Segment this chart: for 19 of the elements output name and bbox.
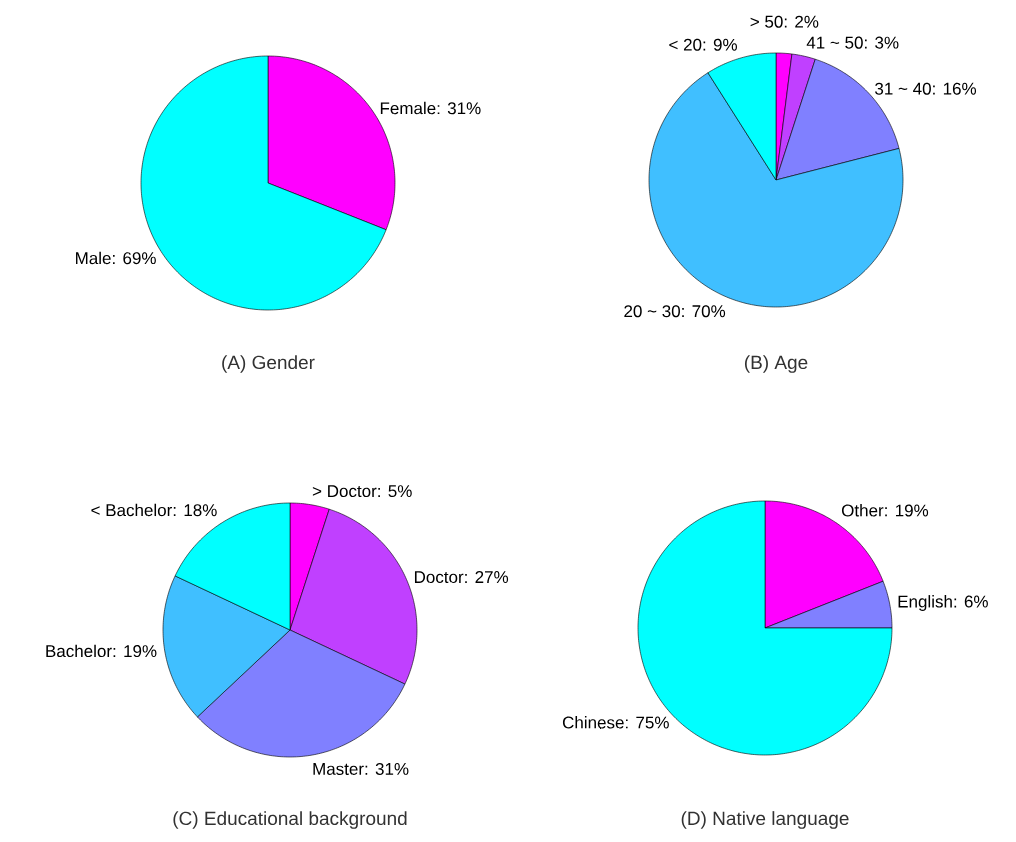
data-label: > 50: 2% (750, 15, 819, 28)
data-label: Doctor: 27% (414, 571, 509, 584)
text: (C) Educational background (173, 811, 407, 829)
text: (D) Native language (681, 811, 849, 829)
data-label: Master: 31% (313, 762, 409, 775)
data-label: > Doctor: 5% (312, 485, 412, 498)
text: (B) Age (744, 355, 808, 373)
text: (A) Gender (222, 355, 315, 373)
data-label: English: 6% (898, 595, 988, 611)
data-label: 31 ~ 40: 16% (875, 82, 977, 95)
data-label: 20 ~ 30: 70% (624, 305, 726, 318)
data-label: Male: 69% (76, 251, 156, 265)
data-label: Other: 19% (841, 504, 929, 517)
data-label: Bachelor: 19% (46, 644, 157, 658)
data-label: < Bachelor: 18% (91, 503, 217, 517)
data-label: Female: 31% (380, 101, 481, 115)
data-label: < 20: 9% (669, 38, 737, 51)
data-label: 41 ~ 50: 3% (806, 36, 899, 49)
data-label: Chinese: 75% (562, 716, 669, 729)
